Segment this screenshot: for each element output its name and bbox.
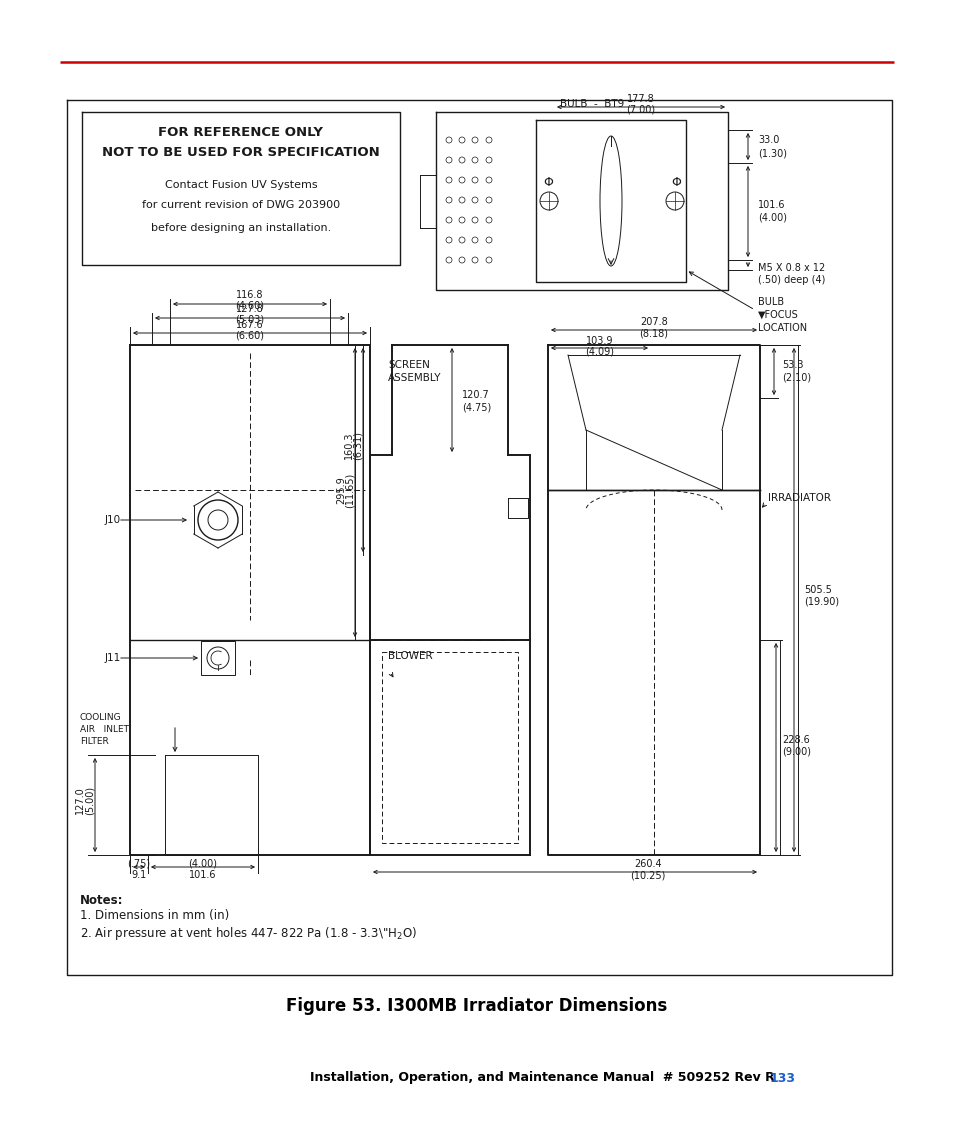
Text: Φ: Φ [670,176,680,190]
Text: 167.6: 167.6 [236,319,264,330]
Text: (4.09): (4.09) [585,347,614,357]
Text: (4.00): (4.00) [758,213,786,223]
Text: 295.9: 295.9 [335,476,346,504]
Text: 207.8: 207.8 [639,317,667,327]
Text: Figure 53. I300MB Irradiator Dimensions: Figure 53. I300MB Irradiator Dimensions [286,997,667,1014]
Text: NOT TO BE USED FOR SPECIFICATION: NOT TO BE USED FOR SPECIFICATION [102,147,379,159]
Text: BULB  -  BT9: BULB - BT9 [559,98,623,109]
Text: M5 X 0.8 x 12: M5 X 0.8 x 12 [758,263,824,273]
Text: (6.60): (6.60) [235,331,264,341]
Text: FOR REFERENCE ONLY: FOR REFERENCE ONLY [158,126,323,140]
Text: (7.00): (7.00) [626,105,655,115]
Text: (8.18): (8.18) [639,327,668,338]
Text: BULB: BULB [758,297,783,307]
Text: (5.03): (5.03) [235,315,264,325]
Text: (4.75): (4.75) [461,402,491,412]
Text: 260.4: 260.4 [634,859,661,869]
Text: (10.25): (10.25) [630,870,665,881]
Text: 101.6: 101.6 [189,870,216,881]
Text: 116.8: 116.8 [236,290,263,300]
Text: (4.00): (4.00) [189,859,217,869]
Text: 127.0: 127.0 [75,787,85,814]
Text: Contact Fusion UV Systems: Contact Fusion UV Systems [165,180,317,190]
Text: 127.8: 127.8 [236,305,264,314]
Text: (6.31): (6.31) [353,431,363,459]
Text: 133: 133 [769,1072,795,1084]
Text: AIR   INLET: AIR INLET [80,726,129,734]
Text: SCREEN: SCREEN [388,360,430,370]
Text: 228.6: 228.6 [781,735,809,745]
Text: COOLING: COOLING [80,713,121,722]
Text: Φ: Φ [542,176,553,190]
Text: (1.30): (1.30) [758,148,786,158]
Text: (2.10): (2.10) [781,372,810,382]
Text: 2. Air pressure at vent holes 447- 822 Pa (1.8 - 3.3\"H$_2$O): 2. Air pressure at vent holes 447- 822 P… [80,925,416,942]
Text: (4.60): (4.60) [235,301,264,311]
Text: (.50) deep (4): (.50) deep (4) [758,275,824,285]
Text: (9.00): (9.00) [781,747,810,757]
Text: (.75): (.75) [128,859,151,869]
Text: before designing an installation.: before designing an installation. [151,223,331,232]
Text: IRRADIATOR: IRRADIATOR [767,493,830,503]
Text: 505.5: 505.5 [803,585,831,595]
Text: for current revision of DWG 203900: for current revision of DWG 203900 [142,200,339,210]
Text: FILTER: FILTER [80,737,109,747]
Text: BLOWER: BLOWER [388,652,432,661]
Text: 1. Dimensions in mm (in): 1. Dimensions in mm (in) [80,909,229,923]
Text: Installation, Operation, and Maintenance Manual  # 509252 Rev R: Installation, Operation, and Maintenance… [310,1072,774,1084]
Text: 9.1: 9.1 [132,870,147,881]
Text: Notes:: Notes: [80,893,123,907]
Text: ▼FOCUS: ▼FOCUS [758,310,798,319]
Text: J10: J10 [105,515,121,526]
Bar [201,641,234,676]
Text: (5.00): (5.00) [85,785,95,814]
Text: ASSEMBLY: ASSEMBLY [388,373,441,382]
Text: (11.65): (11.65) [345,473,355,507]
Text: 53.3: 53.3 [781,360,802,370]
Text: 103.9: 103.9 [586,335,613,346]
Text: LOCATION: LOCATION [758,323,806,333]
Text: 33.0: 33.0 [758,135,779,145]
Text: 160.3: 160.3 [344,432,354,459]
Text: (19.90): (19.90) [803,597,839,607]
Text: J11: J11 [105,653,121,663]
Text: 120.7: 120.7 [461,390,489,400]
Text: 177.8: 177.8 [626,94,654,104]
Text: 101.6: 101.6 [758,200,784,210]
